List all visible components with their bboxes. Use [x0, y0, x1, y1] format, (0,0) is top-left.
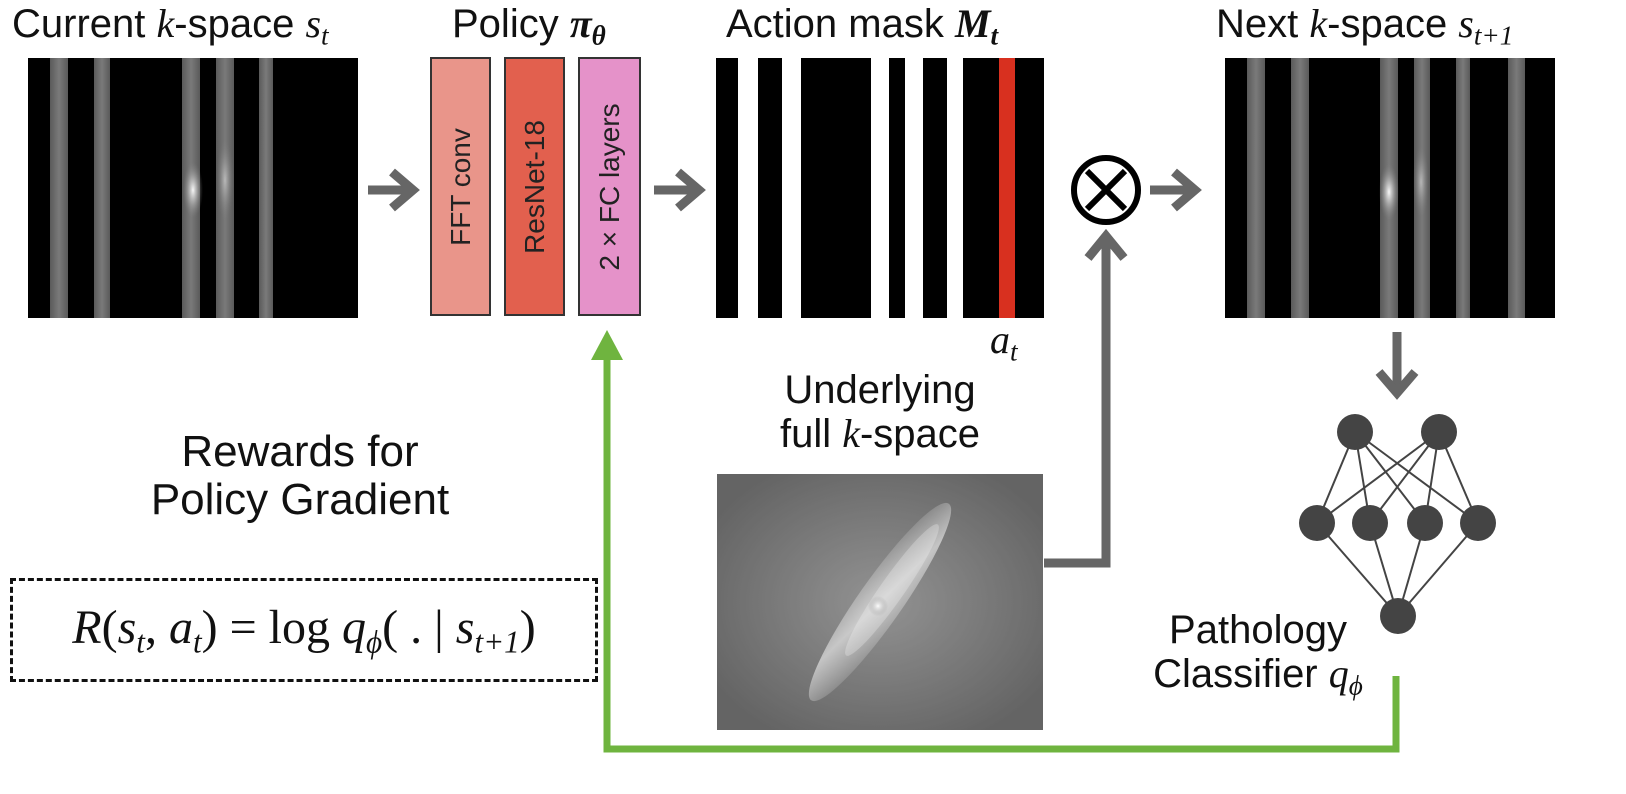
reward-formula: R(st, at) = log qϕ( . | st+1)	[72, 600, 536, 660]
next-kspace-lines	[1247, 58, 1525, 318]
resnet-layer: ResNet-18	[504, 57, 565, 316]
arrow-fullk-to-multiply	[1044, 228, 1128, 568]
fc-layers-label: 2 × FC layers	[593, 102, 625, 271]
arrow-multiply-to-next	[1150, 168, 1202, 212]
resnet-label: ResNet-18	[518, 119, 550, 254]
selected-action-line	[999, 58, 1015, 318]
fft-conv-label: FFT conv	[444, 127, 476, 246]
arrow-next-to-classifier	[1375, 332, 1419, 400]
underlying-kspace-title: Underlying full k-space	[779, 368, 981, 456]
rewards-title: Rewards for Policy Gradient	[150, 427, 450, 525]
reward-feedback-arrow	[603, 352, 1400, 753]
current-kspace-title: Current k-space st	[12, 1, 329, 51]
action-mask-title: Action mask Mt	[726, 1, 999, 51]
circled-times-icon	[1071, 155, 1141, 225]
next-kspace-title: Next k-space st+1	[1216, 1, 1514, 51]
full-kspace-image	[717, 474, 1043, 730]
classifier-nodes	[1299, 414, 1496, 634]
policy-title: Policy πθ	[452, 1, 606, 51]
fc-layers: 2 × FC layers	[578, 57, 641, 316]
action-label: at	[990, 317, 1018, 367]
classifier-network	[1316, 431, 1479, 617]
arrow-policy-to-mask	[654, 168, 706, 212]
reward-formula-box: R(st, at) = log qϕ( . | st+1)	[10, 578, 598, 682]
classifier-title: Pathology Classifier qϕ	[1153, 608, 1363, 701]
fft-conv-layer: FFT conv	[430, 57, 491, 316]
arrow-current-to-policy	[368, 168, 420, 212]
action-mask-image	[716, 58, 1044, 318]
reward-feedback-arrowhead	[591, 330, 623, 360]
current-kspace-lines	[50, 58, 273, 318]
